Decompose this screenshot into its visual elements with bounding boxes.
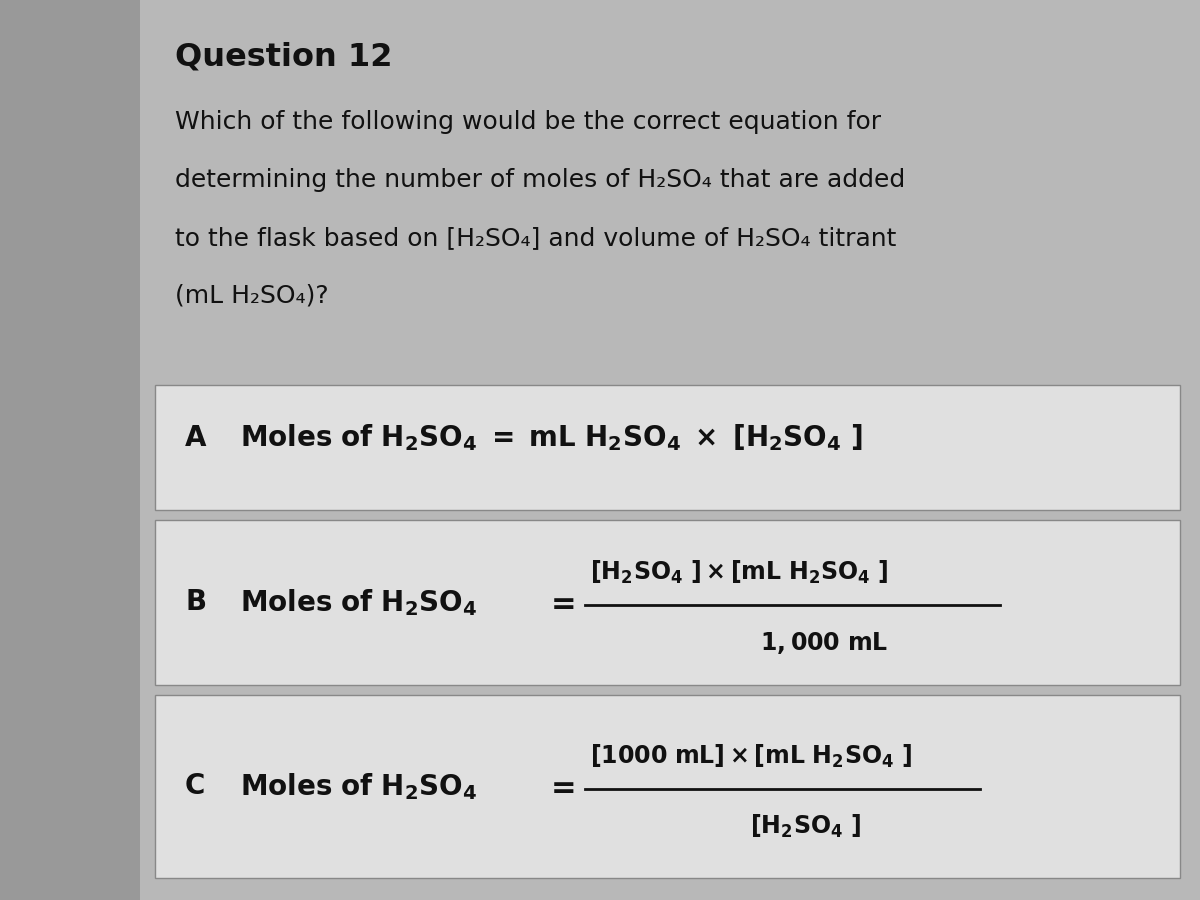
FancyBboxPatch shape xyxy=(140,0,1200,900)
Text: A: A xyxy=(185,424,206,452)
FancyBboxPatch shape xyxy=(155,385,1180,510)
Text: $\mathbf{Moles\ of\ H_2SO_4}$: $\mathbf{Moles\ of\ H_2SO_4}$ xyxy=(240,587,478,618)
FancyBboxPatch shape xyxy=(155,520,1180,685)
Text: $\mathbf{Moles\ of\ H_2SO_4}$: $\mathbf{Moles\ of\ H_2SO_4}$ xyxy=(240,771,478,802)
Text: B: B xyxy=(185,589,206,616)
Text: determining the number of moles of H₂SO₄ that are added: determining the number of moles of H₂SO₄… xyxy=(175,168,905,192)
Text: C: C xyxy=(185,772,205,800)
Text: $\mathbf{1,000\ mL}$: $\mathbf{1,000\ mL}$ xyxy=(760,629,888,655)
Text: $\mathbf{[H_2SO_4\ ]}$: $\mathbf{[H_2SO_4\ ]}$ xyxy=(750,813,860,840)
Text: (mL H₂SO₄)?: (mL H₂SO₄)? xyxy=(175,284,329,308)
Text: $\mathbf{Moles\ of\ H_2SO_4\ =\ mL\ H_2SO_4\ \times\ [H_2SO_4\ ]}$: $\mathbf{Moles\ of\ H_2SO_4\ =\ mL\ H_2S… xyxy=(240,422,863,453)
FancyBboxPatch shape xyxy=(155,695,1180,878)
Text: $\mathbf{[H_2SO_4\ ]\times[mL\ H_2SO_4\ ]}$: $\mathbf{[H_2SO_4\ ]\times[mL\ H_2SO_4\ … xyxy=(590,559,888,586)
FancyBboxPatch shape xyxy=(0,0,140,900)
Text: Which of the following would be the correct equation for: Which of the following would be the corr… xyxy=(175,110,881,134)
Text: $\mathbf{=}$: $\mathbf{=}$ xyxy=(545,772,575,801)
Text: $\mathbf{=}$: $\mathbf{=}$ xyxy=(545,588,575,617)
Text: to the flask based on [H₂SO₄] and volume of H₂SO₄ titrant: to the flask based on [H₂SO₄] and volume… xyxy=(175,226,896,250)
Text: Question 12: Question 12 xyxy=(175,42,392,73)
Text: $\mathbf{[1000\ mL]\times[mL\ H_2SO_4\ ]}$: $\mathbf{[1000\ mL]\times[mL\ H_2SO_4\ ]… xyxy=(590,742,912,770)
